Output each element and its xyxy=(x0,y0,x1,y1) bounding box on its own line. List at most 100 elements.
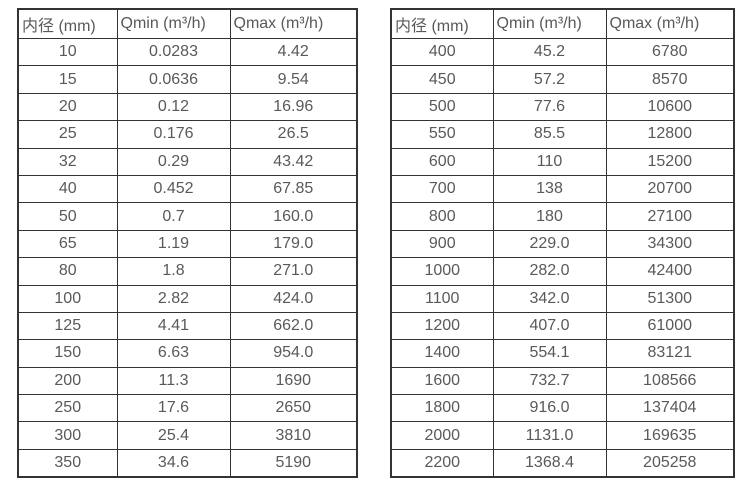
qmax-column-header: Qmax (m³/h) xyxy=(605,8,735,39)
diameter-cell: 100 xyxy=(17,284,118,313)
table-row: 2200 1368.4 205258 xyxy=(390,448,735,478)
qmin-cell: 1.8 xyxy=(116,257,231,286)
diameter-cell: 1000 xyxy=(390,257,494,286)
diameter-cell: 15 xyxy=(17,65,118,94)
qmax-cell: 271.0 xyxy=(229,257,358,286)
qmax-cell: 137404 xyxy=(605,394,735,423)
qmin-cell: 6.63 xyxy=(116,339,231,368)
header-row: 内径 (mm) Qmin (m³/h) Qmax (m³/h) xyxy=(390,8,735,39)
table-row: 1000 282.0 42400 xyxy=(390,257,735,286)
diameter-cell: 10 xyxy=(17,37,118,67)
qmin-cell: 2.82 xyxy=(116,284,231,313)
table-row: 450 57.2 8570 xyxy=(390,65,735,94)
diameter-cell: 550 xyxy=(390,120,494,149)
table-row: 150 6.63 954.0 xyxy=(17,339,358,368)
qmin-cell: 0.0636 xyxy=(116,65,231,94)
qmin-cell: 25.4 xyxy=(116,421,231,450)
diameter-cell: 500 xyxy=(390,92,494,122)
qmin-cell: 110 xyxy=(492,147,607,176)
diameter-cell: 1200 xyxy=(390,311,494,341)
qmin-cell: 1.19 xyxy=(116,229,231,259)
qmin-cell: 0.7 xyxy=(116,202,231,231)
qmax-cell: 6780 xyxy=(605,37,735,67)
diameter-cell: 250 xyxy=(17,394,118,423)
qmin-cell: 11.3 xyxy=(116,366,231,396)
diameter-cell: 350 xyxy=(17,448,118,478)
qmax-cell: 16.96 xyxy=(229,92,358,122)
qmin-cell: 0.29 xyxy=(116,147,231,176)
diameter-column-header: 内径 (mm) xyxy=(17,8,118,39)
diameter-cell: 1100 xyxy=(390,284,494,313)
qmin-cell: 4.41 xyxy=(116,311,231,341)
qmin-cell: 554.1 xyxy=(492,339,607,368)
qmin-cell: 85.5 xyxy=(492,120,607,149)
qmax-cell: 51300 xyxy=(605,284,735,313)
table-row: 700 138 20700 xyxy=(390,174,735,204)
qmin-cell: 57.2 xyxy=(492,65,607,94)
qmin-cell: 1131.0 xyxy=(492,421,607,450)
diameter-cell: 50 xyxy=(17,202,118,231)
qmin-cell: 45.2 xyxy=(492,37,607,67)
diameter-cell: 400 xyxy=(390,37,494,67)
table-row: 300 25.4 3810 xyxy=(17,421,358,450)
qmax-cell: 20700 xyxy=(605,174,735,204)
qmax-cell: 12800 xyxy=(605,120,735,149)
diameter-cell: 450 xyxy=(390,65,494,94)
qmax-cell: 4.42 xyxy=(229,37,358,67)
table-row: 900 229.0 34300 xyxy=(390,229,735,259)
table-row: 1200 407.0 61000 xyxy=(390,311,735,341)
table-row: 32 0.29 43.42 xyxy=(17,147,358,176)
diameter-cell: 20 xyxy=(17,92,118,122)
qmin-cell: 17.6 xyxy=(116,394,231,423)
diameter-cell: 300 xyxy=(17,421,118,450)
table-row: 20 0.12 16.96 xyxy=(17,92,358,122)
flow-range-table-large-diameters: 内径 (mm) Qmin (m³/h) Qmax (m³/h) 400 45.2 6780… xyxy=(390,8,735,479)
qmin-cell: 916.0 xyxy=(492,394,607,423)
qmin-cell: 342.0 xyxy=(492,284,607,313)
qmax-cell: 169635 xyxy=(605,421,735,450)
diameter-cell: 1400 xyxy=(390,339,494,368)
qmin-cell: 0.176 xyxy=(116,120,231,149)
qmax-cell: 205258 xyxy=(605,448,735,478)
diameter-cell: 150 xyxy=(17,339,118,368)
table-row: 400 45.2 6780 xyxy=(390,37,735,67)
diameter-cell: 600 xyxy=(390,147,494,176)
qmax-cell: 160.0 xyxy=(229,202,358,231)
table-row: 1600 732.7 108566 xyxy=(390,366,735,396)
qmax-cell: 954.0 xyxy=(229,339,358,368)
qmax-cell: 67.85 xyxy=(229,174,358,204)
qmax-cell: 10600 xyxy=(605,92,735,122)
diameter-cell: 32 xyxy=(17,147,118,176)
qmax-cell: 5190 xyxy=(229,448,358,478)
qmin-cell: 1368.4 xyxy=(492,448,607,478)
qmin-cell: 34.6 xyxy=(116,448,231,478)
qmax-cell: 424.0 xyxy=(229,284,358,313)
qmin-cell: 0.452 xyxy=(116,174,231,204)
qmax-cell: 43.42 xyxy=(229,147,358,176)
qmax-cell: 2650 xyxy=(229,394,358,423)
qmin-cell: 0.12 xyxy=(116,92,231,122)
qmin-cell: 732.7 xyxy=(492,366,607,396)
qmax-cell: 108566 xyxy=(605,366,735,396)
qmin-column-header: Qmin (m³/h) xyxy=(116,8,231,39)
table-row: 500 77.6 10600 xyxy=(390,92,735,122)
diameter-cell: 1600 xyxy=(390,366,494,396)
diameter-cell: 25 xyxy=(17,120,118,149)
table-row: 250 17.6 2650 xyxy=(17,394,358,423)
diameter-cell: 2000 xyxy=(390,421,494,450)
diameter-cell: 2200 xyxy=(390,448,494,478)
table-row: 1800 916.0 137404 xyxy=(390,394,735,423)
diameter-cell: 1800 xyxy=(390,394,494,423)
qmax-cell: 34300 xyxy=(605,229,735,259)
qmin-cell: 407.0 xyxy=(492,311,607,341)
qmax-cell: 662.0 xyxy=(229,311,358,341)
qmax-cell: 9.54 xyxy=(229,65,358,94)
diameter-cell: 125 xyxy=(17,311,118,341)
diameter-cell: 40 xyxy=(17,174,118,204)
qmax-cell: 1690 xyxy=(229,366,358,396)
table-row: 25 0.176 26.5 xyxy=(17,120,358,149)
qmax-cell: 42400 xyxy=(605,257,735,286)
qmax-cell: 179.0 xyxy=(229,229,358,259)
table-row: 65 1.19 179.0 xyxy=(17,229,358,259)
qmax-cell: 15200 xyxy=(605,147,735,176)
